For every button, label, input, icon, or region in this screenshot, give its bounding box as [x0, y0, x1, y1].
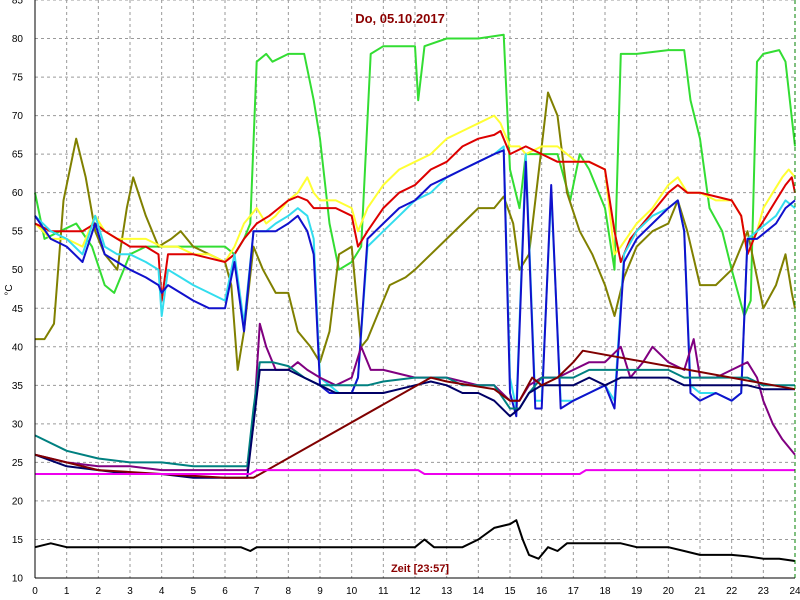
y-axis-label: °C	[4, 284, 15, 295]
y-tick-label: 80	[12, 34, 24, 45]
x-tick-label: 0	[32, 586, 38, 597]
x-tick-label: 14	[473, 586, 485, 597]
x-tick-label: 16	[536, 586, 548, 597]
x-tick-label: 18	[599, 586, 611, 597]
series-line-1	[34, 33, 796, 317]
y-tick-label: 10	[12, 574, 24, 585]
y-tick-label: 75	[12, 73, 24, 84]
x-tick-label: 4	[159, 586, 165, 597]
x-axis-label: Zeit [23:57]	[391, 563, 449, 575]
x-tick-label: 2	[96, 586, 102, 597]
x-tick-label: 21	[694, 586, 706, 597]
x-tick-label: 1	[64, 586, 70, 597]
x-tick-label: 7	[254, 586, 260, 597]
series-line-4	[34, 130, 796, 302]
y-tick-label: 30	[12, 419, 24, 430]
y-tick-label: 45	[12, 304, 24, 315]
y-tick-label: 25	[12, 458, 24, 469]
x-tick-label: 11	[378, 586, 389, 597]
y-axis-ticks: 10 15 20 25 30 35 40 45 50 55 60 65 70 75 80 85	[12, 0, 24, 585]
series-line-2	[35, 91, 796, 371]
x-axis-ticks: 0 1 2 3 4 5 6 7 8 9 10 11 12 13 14 15 16 17 18 19 20 21 22 23 24	[32, 586, 800, 597]
y-tick-label: 15	[12, 535, 24, 546]
x-tick-label: 5	[191, 586, 197, 597]
y-tick-label: 55	[12, 227, 24, 238]
y-tick-label: 20	[12, 496, 24, 507]
x-tick-label: 24	[789, 586, 800, 597]
series-line-12	[34, 519, 796, 562]
x-tick-label: 20	[663, 586, 675, 597]
series-line-11	[35, 469, 795, 475]
y-tick-label: 50	[12, 265, 24, 276]
y-tick-label: 85	[12, 0, 24, 7]
x-tick-label: 8	[286, 586, 292, 597]
x-tick-label: 12	[409, 586, 421, 597]
series-line-10	[34, 349, 796, 479]
x-tick-label: 6	[222, 586, 228, 597]
x-tick-label: 9	[317, 586, 323, 597]
y-tick-label: 65	[12, 150, 24, 161]
x-tick-label: 13	[441, 586, 453, 597]
x-tick-label: 15	[504, 586, 516, 597]
y-tick-label: 70	[12, 111, 24, 122]
y-tick-label: 60	[12, 188, 24, 199]
x-tick-label: 3	[127, 586, 133, 597]
series-line-9	[34, 368, 795, 479]
x-tick-label: 22	[726, 586, 738, 597]
series-line-6	[34, 149, 796, 418]
chart-title: Do, 05.10.2017	[355, 11, 445, 26]
y-tick-label: 40	[12, 342, 24, 353]
x-tick-label: 10	[346, 586, 358, 597]
x-tick-label: 23	[758, 586, 770, 597]
x-tick-label: 19	[631, 586, 643, 597]
y-tick-label: 35	[12, 381, 24, 392]
series-group	[34, 33, 796, 562]
x-tick-label: 17	[568, 586, 580, 597]
